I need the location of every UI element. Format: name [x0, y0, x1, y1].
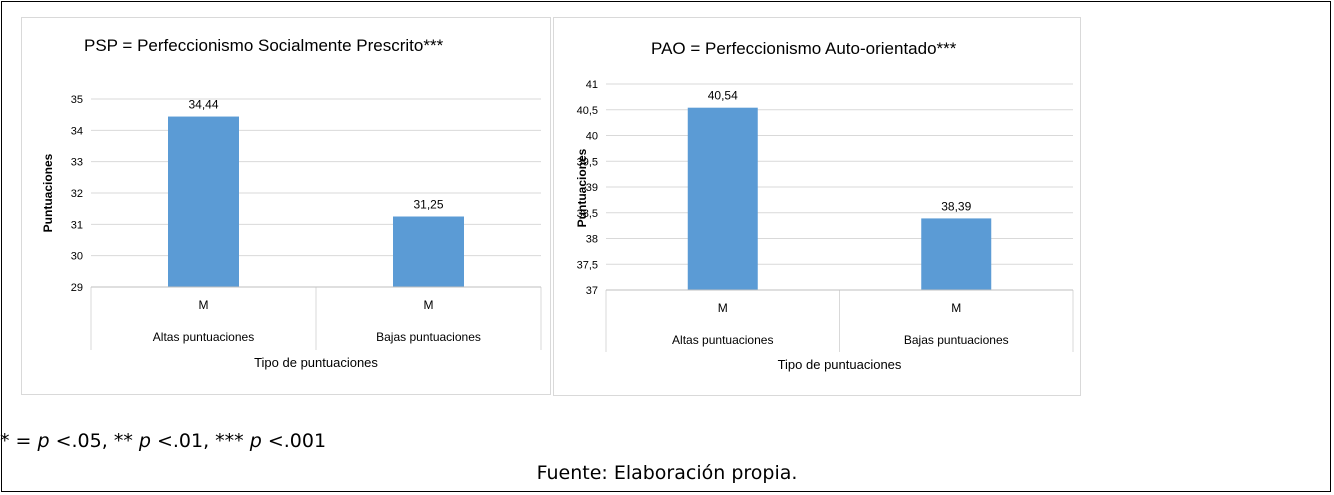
y-tick-label: 40,5	[577, 105, 598, 117]
y-tick-label: 32	[71, 188, 83, 200]
y-tick-label: 37	[586, 285, 598, 297]
y-tick-label: 38	[586, 234, 598, 246]
footnote-p-1: p	[37, 430, 50, 452]
x-tick-label-inner: M	[951, 301, 961, 315]
footnote-text-3: <.001	[261, 430, 327, 452]
chart-title: PSP = Perfeccionismo Socialmente Prescri…	[84, 36, 444, 55]
chart-pao: PAO = Perfeccionismo Auto-orientado*** 37…	[553, 17, 1081, 396]
bar	[921, 218, 992, 290]
significance-footnote: * = p <.05, ** p <.01, *** p <.001	[0, 430, 326, 452]
y-axis-title: Puntuaciones	[41, 153, 55, 232]
y-tick-label: 34	[71, 125, 83, 137]
y-tick-label: 40	[586, 131, 598, 143]
x-tick-label-inner: M	[199, 298, 209, 312]
y-tick-label: 39	[586, 182, 598, 194]
x-tick-label-outer: Altas puntuaciones	[153, 330, 254, 344]
x-tick-label-outer: Bajas puntuaciones	[904, 333, 1009, 347]
y-tick-label: 35	[71, 94, 83, 106]
y-tick-label: 38,5	[577, 208, 598, 220]
x-tick-label-inner: M	[718, 301, 728, 315]
x-tick-label-outer: Bajas puntuaciones	[376, 330, 481, 344]
bar-value-label: 40,54	[708, 89, 738, 103]
y-tick-label: 31	[71, 219, 83, 231]
footnote-text-1: <.05, **	[49, 430, 139, 452]
x-tick-label-outer: Altas puntuaciones	[672, 333, 773, 347]
footnote-p-2: p	[138, 430, 151, 452]
chart-psp-svg: PSP = Perfeccionismo Socialmente Prescri…	[41, 36, 542, 370]
bar	[393, 216, 464, 287]
y-tick-label: 29	[71, 282, 83, 294]
x-tick-label-inner: M	[424, 298, 434, 312]
x-axis-title: Tipo de puntuaciones	[778, 357, 902, 372]
source-note: Fuente: Elaboración propia.	[536, 462, 798, 484]
y-tick-label: 37,5	[577, 259, 598, 271]
y-tick-label: 39,5	[577, 156, 598, 168]
chart-title: PAO = Perfeccionismo Auto-orientado***	[651, 39, 957, 58]
chart-psp: PSP = Perfeccionismo Socialmente Prescri…	[21, 17, 551, 395]
footnote-text-2: <.01, ***	[150, 430, 250, 452]
bar-value-label: 31,25	[413, 198, 443, 212]
y-axis-title: Puntuaciones	[575, 148, 589, 227]
y-tick-label: 30	[71, 251, 83, 263]
bar	[168, 116, 239, 288]
y-tick-label: 33	[71, 157, 83, 169]
bar-value-label: 38,39	[941, 199, 971, 213]
footnote-prefix: * =	[0, 430, 38, 452]
bar	[687, 107, 758, 290]
x-axis-title: Tipo de puntuaciones	[254, 355, 378, 370]
chart-pao-svg: PAO = Perfeccionismo Auto-orientado*** 37…	[575, 39, 1074, 372]
footnote-p-3: p	[249, 430, 262, 452]
bar-value-label: 34,44	[188, 98, 218, 112]
y-tick-label: 41	[586, 79, 598, 91]
